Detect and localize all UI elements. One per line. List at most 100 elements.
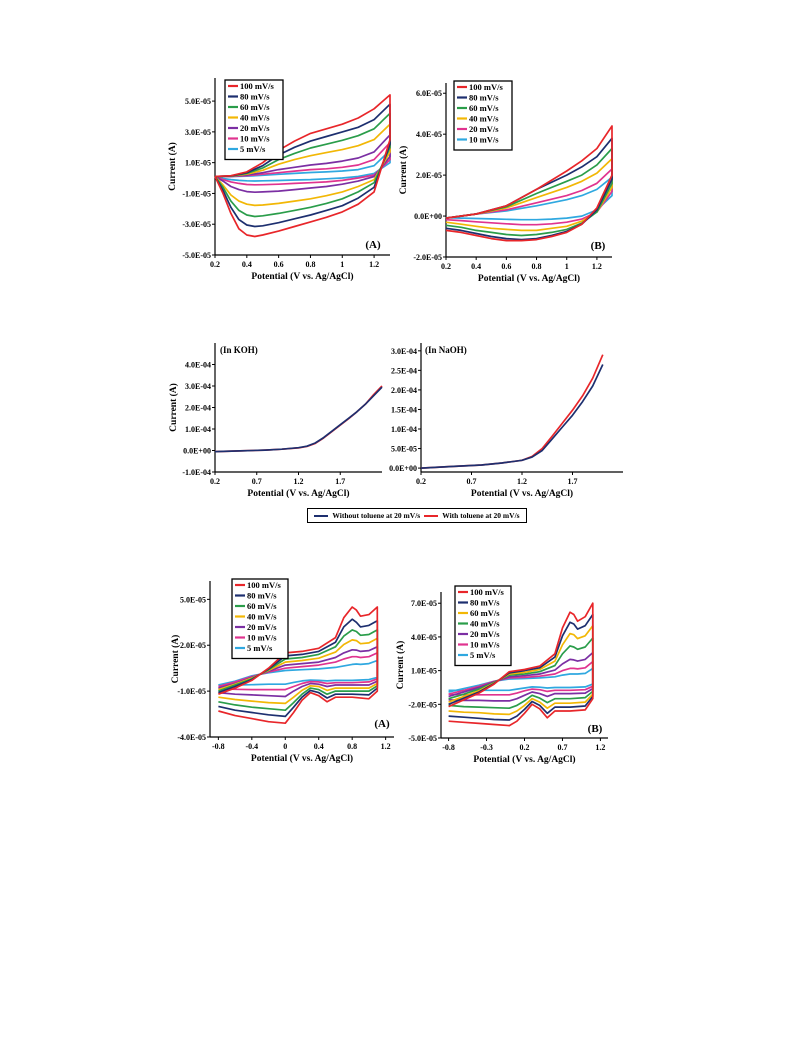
legend-label: 20 mV/s <box>240 123 270 133</box>
y-tick-label: -5.0E-05 <box>408 734 437 743</box>
x-tick-label: 0.2 <box>520 743 530 752</box>
y-tick-label: 4.0E-05 <box>411 633 437 642</box>
legend-label: 60 mV/s <box>247 601 277 611</box>
x-axis-label: Potential (V vs. Ag/AgCl) <box>478 273 580 284</box>
legend-label: 100 mV/s <box>469 82 503 92</box>
x-tick-label: 0.6 <box>501 262 511 271</box>
x-tick-label: 1.2 <box>369 260 379 269</box>
y-tick-label: -2.0E-05 <box>413 253 442 262</box>
y-tick-label: 5.0E-05 <box>180 595 206 604</box>
panel-label: (A) <box>374 718 390 730</box>
chart-cv-bottom-b: -5.0E-05 -2.0E-05 1.0E-05 4.0E-05 7.0E-05 -0.… <box>395 585 608 765</box>
panel-label: (B) <box>588 723 603 735</box>
legend-box <box>454 585 512 667</box>
series-line <box>445 147 613 237</box>
x-tick-label: 1.7 <box>568 477 578 486</box>
y-tick-label: 1.5E-04 <box>391 405 417 414</box>
y-tick-label: 3.0E-05 <box>185 128 211 137</box>
x-axis-label: Potential (V vs. Ag/AgCl) <box>247 488 349 499</box>
legend-label-without: Without toluene at 20 mV/s <box>332 511 421 520</box>
x-tick-label: -0.3 <box>480 743 493 752</box>
legend-label: 40 mV/s <box>247 612 277 622</box>
y-tick-label: 4.0E-05 <box>416 130 442 139</box>
series-line <box>214 134 391 194</box>
legend-label: 10 mV/s <box>247 633 277 643</box>
y-axis-label: Current (A) <box>167 142 178 191</box>
x-tick-label: 1.2 <box>381 742 391 751</box>
legend-label: 80 mV/s <box>247 591 277 601</box>
x-tick-label: 1.2 <box>595 743 605 752</box>
series-line <box>420 364 604 469</box>
panel-label: (In NaOH) <box>425 345 467 355</box>
x-tick-label: 0.8 <box>305 260 315 269</box>
y-tick-label: -4.0E-05 <box>177 733 206 742</box>
x-tick-label: 0.2 <box>441 262 451 271</box>
x-tick-label: 0.7 <box>467 477 477 486</box>
y-tick-label: -1.0E-05 <box>177 687 206 696</box>
x-tick-label: 0.6 <box>274 260 284 269</box>
legend-label: 40 mV/s <box>470 619 500 629</box>
legend-label: 5 mV/s <box>240 144 266 154</box>
series-line <box>214 141 391 186</box>
y-tick-label: 2.0E-05 <box>180 641 206 650</box>
legend-label: 10 mV/s <box>469 135 499 145</box>
y-tick-label: 7.0E-05 <box>411 599 437 608</box>
y-axis-label: Current (A) <box>395 641 406 690</box>
y-tick-label: 5.0E-05 <box>391 445 417 454</box>
legend-label: 20 mV/s <box>470 629 500 639</box>
legend-label: 80 mV/s <box>240 92 270 102</box>
x-tick-label: 0.4 <box>471 262 481 271</box>
y-tick-label: 3.0E-04 <box>391 347 417 356</box>
legend-label-with: With toluene at 20 mV/s <box>442 511 520 520</box>
series-line <box>445 125 613 242</box>
legend-label: 60 mV/s <box>240 102 270 112</box>
legend-label: 80 mV/s <box>469 93 499 103</box>
x-tick-label: 0.2 <box>210 260 220 269</box>
y-tick-label: -3.0E-05 <box>182 220 211 229</box>
x-axis-label: Potential (V vs. Ag/AgCl) <box>251 271 353 282</box>
y-tick-label: -1.0E-05 <box>182 189 211 198</box>
series-line <box>448 602 594 727</box>
y-tick-label: 2.0E-05 <box>416 171 442 180</box>
series-line <box>214 149 391 182</box>
x-tick-label: -0.8 <box>212 742 225 751</box>
x-tick-label: 0.8 <box>347 742 357 751</box>
legend-label: 40 mV/s <box>469 114 499 124</box>
y-tick-label: 6.0E-05 <box>416 89 442 98</box>
legend-label: 100 mV/s <box>470 587 504 597</box>
y-tick-label: 0.0E+00 <box>414 212 442 221</box>
y-tick-label: 2.5E-04 <box>391 366 417 375</box>
x-tick-label: 0.8 <box>532 262 542 271</box>
legend-box <box>231 578 289 660</box>
series-line <box>214 94 391 238</box>
panel-label: (B) <box>591 240 606 252</box>
series-line <box>218 606 379 725</box>
x-tick-label: 1 <box>340 260 344 269</box>
legend-label: 10 mV/s <box>240 134 270 144</box>
legend-label: 100 mV/s <box>247 580 281 590</box>
x-tick-label: 0.4 <box>314 742 324 751</box>
legend-swatch-with <box>424 514 439 517</box>
chart-cv-bottom-a: -4.0E-05 -1.0E-05 2.0E-05 5.0E-05 -0.8 -0.4 0 0… <box>170 578 394 764</box>
legend-label: 20 mV/s <box>247 622 277 632</box>
chart-cv-top-b: -2.0E-05 0.0E+00 2.0E-05 4.0E-05 6.0E-05 0.2 0… <box>398 80 613 284</box>
legend-label: 60 mV/s <box>470 608 500 618</box>
y-tick-label: 3.0E-04 <box>185 382 211 391</box>
y-tick-label: 1.0E-05 <box>411 667 437 676</box>
y-tick-label: 5.0E-05 <box>185 97 211 106</box>
x-axis-label: Potential (V vs. Ag/AgCl) <box>473 754 575 765</box>
legend-label: 80 mV/s <box>470 598 500 608</box>
series-line <box>214 123 391 207</box>
x-tick-label: 0.2 <box>416 477 426 486</box>
legend-label: 40 mV/s <box>240 113 270 123</box>
x-tick-label: 1.2 <box>517 477 527 486</box>
y-tick-label: 4.0E-04 <box>185 361 211 370</box>
x-tick-label: 0 <box>283 742 287 751</box>
x-tick-label: -0.8 <box>442 743 455 752</box>
series-line <box>214 103 391 228</box>
legend-label: 10 mV/s <box>470 640 500 650</box>
y-tick-label: 1.0E-05 <box>185 159 211 168</box>
panel-label: (A) <box>365 239 381 251</box>
series-line <box>214 112 391 218</box>
x-tick-label: 1.7 <box>335 477 345 486</box>
